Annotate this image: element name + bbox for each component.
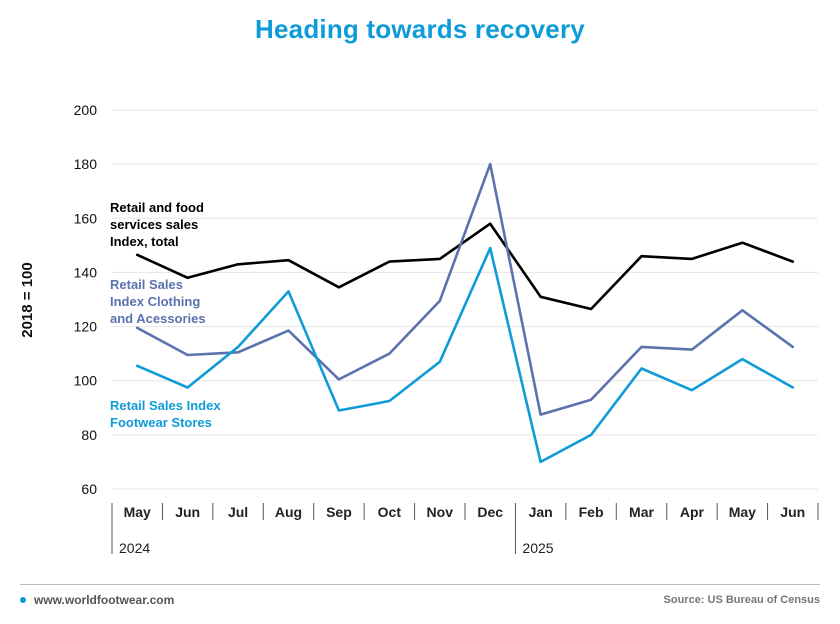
x-tick-label: Jun bbox=[780, 504, 805, 520]
footer-divider bbox=[20, 584, 820, 585]
x-tick-label: Dec bbox=[477, 504, 503, 520]
chart-title: Heading towards recovery bbox=[255, 14, 585, 44]
x-tick-label: May bbox=[729, 504, 756, 520]
year-label-2025: 2025 bbox=[522, 540, 553, 556]
y-tick-80: 80 bbox=[81, 427, 97, 443]
footer-source: Source: US Bureau of Census bbox=[663, 594, 820, 606]
x-tick-label: Nov bbox=[427, 504, 454, 520]
x-axis: May Jun Jul Aug Sep Oct Nov Dec Jan Feb Mar Apr May J… bbox=[111, 503, 819, 556]
x-tick-label: May bbox=[124, 504, 151, 520]
footer-site[interactable]: www.worldfootwear.com bbox=[20, 593, 174, 607]
x-tick-label: Jan bbox=[529, 504, 553, 520]
series-lines bbox=[135, 162, 795, 464]
x-tick-label: Apr bbox=[680, 504, 705, 520]
y-tick-100: 100 bbox=[74, 373, 98, 389]
series-line-3 bbox=[135, 246, 795, 464]
bullet-dot-icon bbox=[20, 597, 26, 603]
y-axis-label: 2018 = 100 bbox=[19, 262, 36, 338]
x-tick-label: Mar bbox=[629, 504, 654, 520]
series-label-1: Retail and food services sales Index, tota… bbox=[110, 200, 204, 249]
series-label-line: Index Clothing bbox=[110, 294, 200, 309]
series-labels: Retail and food services sales Index, tota… bbox=[110, 200, 221, 430]
series-label-line: Retail and food bbox=[110, 200, 204, 215]
series-label-line: Retail Sales Index bbox=[110, 398, 221, 413]
gridlines bbox=[112, 109, 818, 490]
y-tick-200: 200 bbox=[74, 102, 98, 118]
series-label-line: Footwear Stores bbox=[110, 415, 212, 430]
y-tick-180: 180 bbox=[74, 156, 98, 172]
series-label-line: Retail Sales bbox=[110, 277, 183, 292]
x-tick-label: Feb bbox=[579, 504, 604, 520]
x-tick-label: Aug bbox=[275, 504, 302, 520]
series-line-1 bbox=[135, 222, 795, 311]
series-label-line: and Acessories bbox=[110, 311, 206, 326]
x-tick-label: Oct bbox=[378, 504, 402, 520]
series-label-line: services sales bbox=[110, 217, 198, 232]
y-tick-160: 160 bbox=[74, 210, 98, 226]
y-tick-60: 60 bbox=[81, 481, 97, 497]
x-tick-label: Jun bbox=[175, 504, 200, 520]
x-tick-label: Jul bbox=[228, 504, 248, 520]
x-tick-label: Sep bbox=[326, 504, 352, 520]
y-tick-120: 120 bbox=[74, 319, 98, 335]
y-tick-140: 140 bbox=[74, 264, 98, 280]
footer-site-link[interactable]: www.worldfootwear.com bbox=[34, 593, 175, 607]
series-label-2: Retail Sales Index Clothing and Acessories bbox=[110, 277, 206, 326]
series-line-2 bbox=[135, 162, 795, 416]
y-axis: 60 80 100 120 140 160 180 200 bbox=[74, 102, 98, 497]
series-label-3: Retail Sales Index Footwear Stores bbox=[110, 398, 221, 430]
line-chart: 60 80 100 120 140 160 180 200 May Jun Jul Aug Sep Oc… bbox=[19, 102, 819, 556]
series-label-line: Index, total bbox=[110, 234, 179, 249]
year-label-2024: 2024 bbox=[119, 540, 150, 556]
